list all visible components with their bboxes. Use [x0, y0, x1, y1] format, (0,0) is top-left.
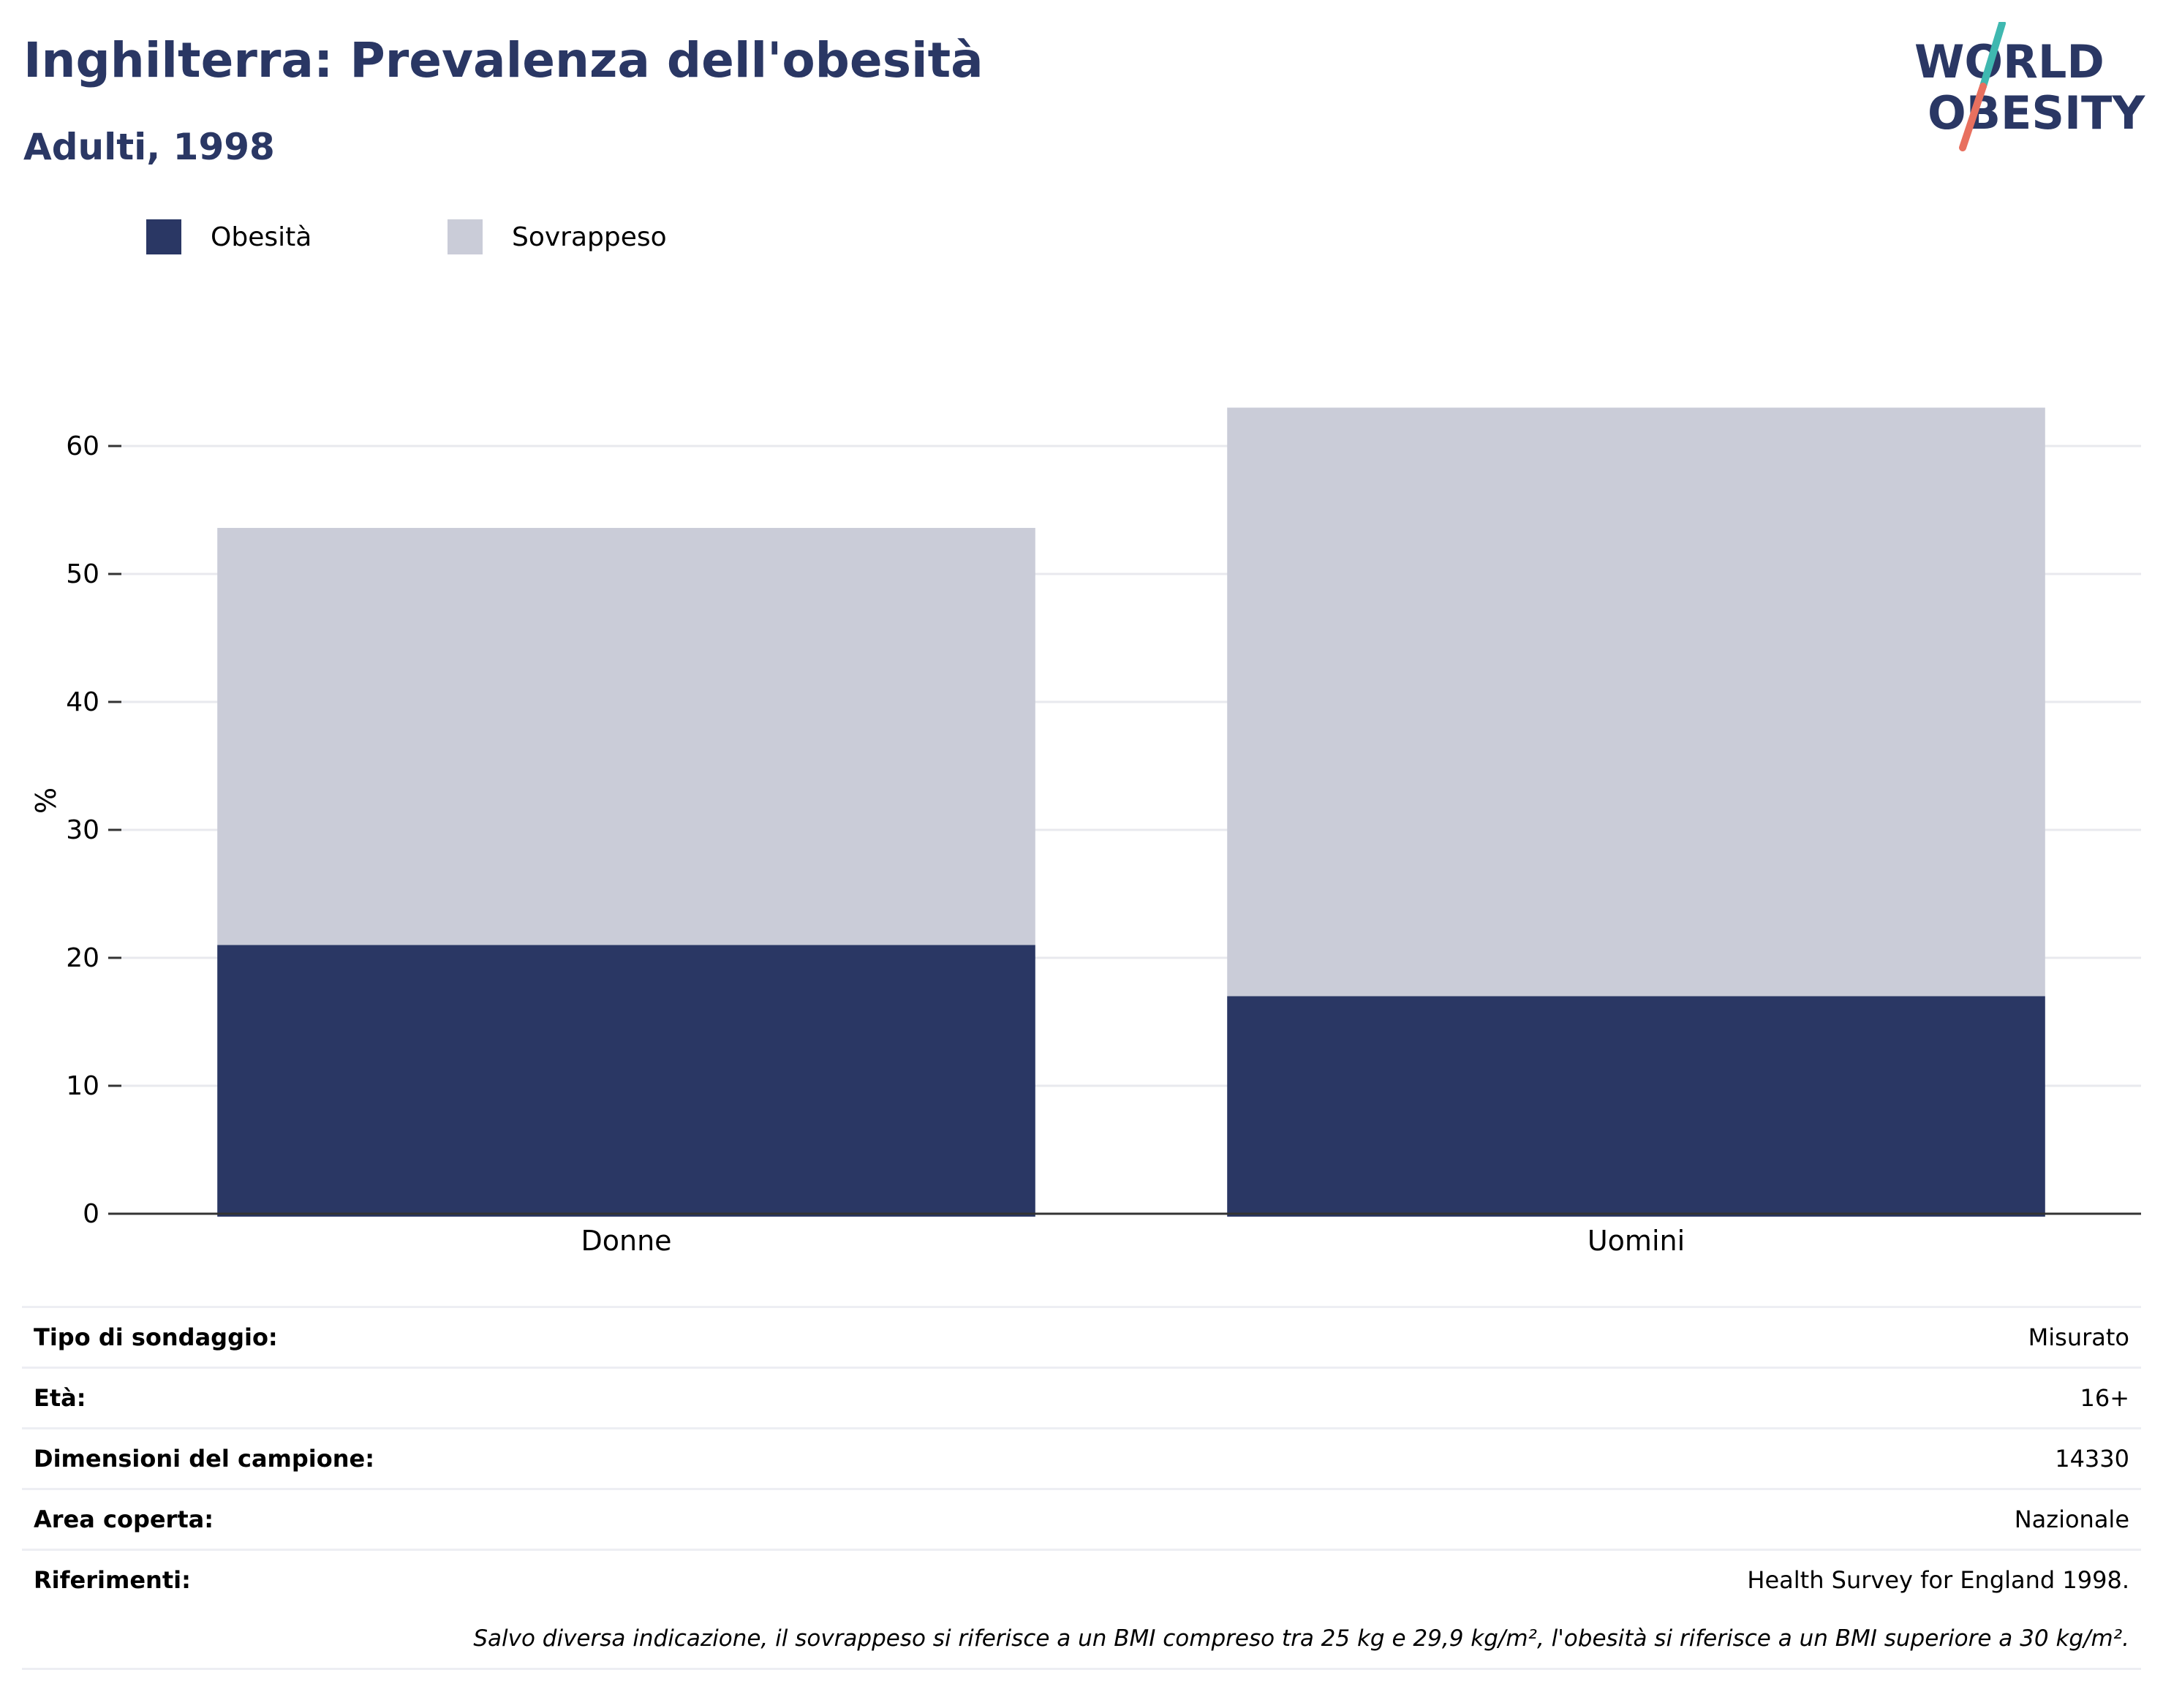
bar-donne-sovrappeso [217, 528, 1035, 945]
logo-slash-top [1979, 22, 2006, 90]
x-tick-label: Donne [581, 1225, 671, 1257]
bar-uomini-sovrappeso [1227, 407, 2045, 997]
survey-info-table: Tipo di sondaggio: Misurato Età: 16+ Dim… [22, 1306, 2141, 1670]
info-row-eta: Età: 16+ [22, 1367, 2141, 1427]
legend-item-obesita[interactable]: Obesità [146, 216, 312, 257]
info-key: Area coperta: [34, 1505, 214, 1533]
info-key: Dimensioni del campione: [34, 1445, 375, 1473]
info-key: Tipo di sondaggio: [34, 1323, 278, 1351]
info-row-campione: Dimensioni del campione: 14330 [22, 1427, 2141, 1488]
legend-label-obesita: Obesità [211, 222, 312, 252]
info-key: Riferimenti: [34, 1566, 191, 1594]
y-tick-label: 30 [66, 815, 99, 845]
chart-subtitle: Adulti, 1998 [23, 126, 275, 168]
legend-item-sovrappeso[interactable]: Sovrappeso [448, 216, 667, 257]
legend-swatch-obesita [146, 219, 181, 254]
info-value: Nazionale [2014, 1505, 2129, 1533]
y-tick-label: 10 [66, 1071, 99, 1101]
info-value: 14330 [2055, 1445, 2129, 1473]
y-tick-label: 40 [66, 687, 99, 717]
logo-line-1: WORLD [1914, 35, 2105, 88]
world-obesity-logo: WORLD OBESITY [1914, 22, 2145, 151]
bar-uomini-obesita [1227, 996, 2045, 1217]
info-value: 16+ [2080, 1384, 2129, 1412]
bar-donne-obesita [217, 945, 1035, 1217]
info-value: Misurato [2028, 1323, 2129, 1351]
y-tick-label: 50 [66, 559, 99, 589]
legend-swatch-sovrappeso [448, 219, 483, 254]
y-tick-label: 60 [66, 431, 99, 461]
info-row-riferimenti: Riferimenti: Health Survey for England 1… [22, 1549, 2141, 1609]
y-axis-label: % [30, 787, 62, 814]
y-tick-label: 0 [83, 1199, 99, 1229]
chart-title: Inghilterra: Prevalenza dell'obesità [23, 32, 984, 88]
info-value: Health Survey for England 1998. [1747, 1566, 2129, 1594]
stacked-bar-chart: 0 10 20 30 40 50 60% Donne Uomini [30, 407, 2141, 1257]
logo-line-2: OBESITY [1928, 86, 2145, 140]
legend-label-sovrappeso: Sovrappeso [512, 222, 667, 252]
info-row-tipo-sondaggio: Tipo di sondaggio: Misurato [22, 1306, 2141, 1367]
bmi-footnote: Salvo diversa indicazione, il sovrappeso… [22, 1609, 2141, 1670]
info-key: Età: [34, 1384, 86, 1412]
logo-slash-bottom [1959, 83, 1987, 151]
y-tick-label: 20 [66, 943, 99, 973]
x-tick-label: Uomini [1588, 1225, 1685, 1257]
info-row-area: Area coperta: Nazionale [22, 1488, 2141, 1549]
